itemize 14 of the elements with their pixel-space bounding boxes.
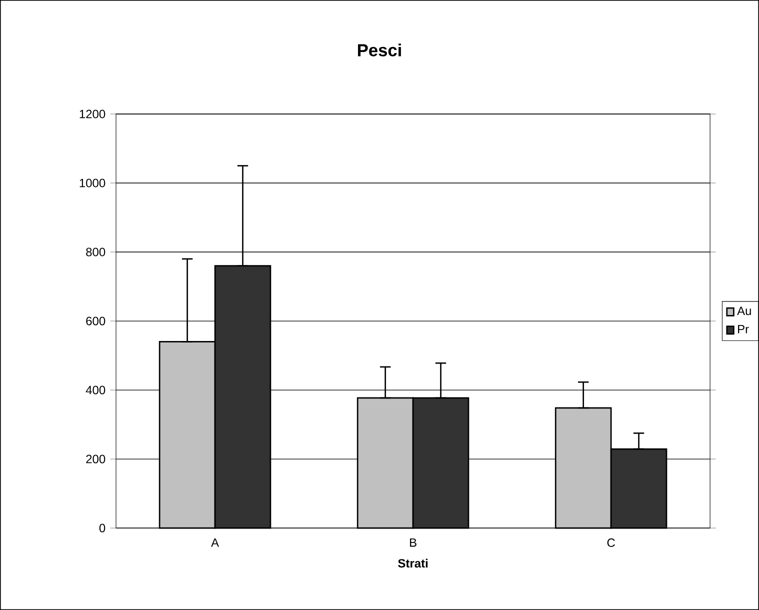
x-tick-label: B bbox=[410, 538, 416, 547]
y-tick-label: 400 bbox=[86, 386, 106, 394]
y-tick-label: 1000 bbox=[80, 178, 106, 188]
legend-label: Pr bbox=[738, 325, 749, 334]
y-tick-label: 0 bbox=[99, 524, 106, 532]
legend-label: Au bbox=[737, 306, 751, 316]
chart-title: Pesci bbox=[358, 44, 401, 56]
y-tick-label: 200 bbox=[86, 454, 106, 464]
y-tick-label: 1200 bbox=[80, 110, 106, 118]
y-tick-label: 600 bbox=[86, 316, 106, 326]
x-tick-label: A bbox=[211, 538, 220, 547]
y-tick-label: 800 bbox=[86, 248, 106, 256]
x-axis-title: Strati bbox=[398, 558, 428, 568]
x-tick-label: C bbox=[607, 538, 615, 547]
